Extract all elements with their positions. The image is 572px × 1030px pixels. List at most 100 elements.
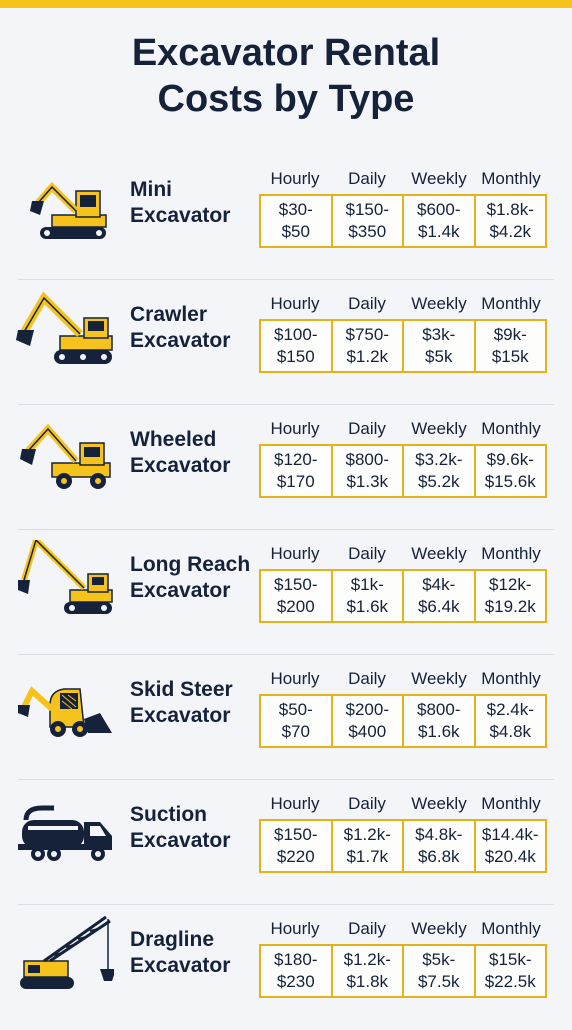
text-label: $1.6k — [346, 597, 389, 616]
title-line-1: Excavator Rental — [131, 32, 441, 74]
price-daily: $1.2k- $1.8k — [333, 946, 404, 996]
text-label: Excavator — [130, 454, 231, 477]
price-headers: Hourly Daily Weekly Monthly — [259, 544, 547, 564]
price-monthly: $9k- $15k — [476, 321, 546, 371]
text-label: $1.2k- — [343, 950, 391, 969]
text-label: Long Reach — [130, 553, 251, 576]
header-weekly: Weekly — [411, 169, 467, 188]
header-daily: Daily — [348, 419, 386, 438]
text-label: $5.2k — [417, 472, 460, 491]
header-daily: Daily — [348, 544, 386, 563]
text-label: $22.5k — [484, 972, 536, 991]
crawler-excavator-icon — [16, 291, 113, 364]
header-weekly: Weekly — [411, 919, 467, 938]
price-weekly: $5k- $7.5k — [404, 946, 476, 996]
mini-excavator-icon — [30, 181, 107, 239]
text-label: $350 — [348, 222, 387, 241]
text-label: $50- — [278, 700, 313, 719]
skid-steer-icon — [18, 686, 112, 737]
text-label: Mini — [130, 178, 172, 201]
excavator-row-long-reach: Long Reach Excavator Hourly Daily Weekly Mon… — [0, 530, 572, 655]
price-weekly: $3.2k- $5.2k — [404, 446, 476, 496]
text-label: $1.8k — [346, 972, 389, 991]
text-label: $1.2k- — [343, 825, 391, 844]
excavator-name: Crawler Excavator — [130, 302, 260, 354]
wheeled-excavator-icon — [20, 423, 111, 489]
text-label: $14.4k- — [481, 825, 539, 844]
text-label: $400 — [348, 722, 387, 741]
text-label: $50 — [281, 222, 310, 241]
price-monthly: $1.8k- $4.2k — [476, 196, 546, 246]
price-headers: Hourly Daily Weekly Monthly — [259, 419, 547, 439]
text-label: $9.6k- — [486, 450, 534, 469]
text-label: $1.4k — [417, 222, 460, 241]
text-label: $1k- — [350, 575, 384, 594]
header-weekly: Weekly — [411, 669, 467, 688]
text-label: $19.2k — [484, 597, 536, 616]
price-monthly: $9.6k- $15.6k — [476, 446, 546, 496]
price-hourly: $150- $200 — [261, 571, 333, 621]
header-weekly: Weekly — [411, 544, 467, 563]
text-label: $150 — [276, 347, 315, 366]
header-monthly: Monthly — [481, 419, 541, 438]
text-label: Excavator — [130, 704, 231, 727]
text-label: $180- — [274, 950, 318, 969]
price-monthly: $12k- $19.2k — [476, 571, 546, 621]
text-label: Excavator — [130, 579, 231, 602]
text-label: $15k — [491, 347, 529, 366]
header-daily: Daily — [348, 919, 386, 938]
price-grid: $180- $230 $1.2k- $1.8k $5k- $7.5k $15k- $22… — [259, 944, 547, 998]
text-label: $150- — [274, 825, 318, 844]
header-daily: Daily — [348, 669, 386, 688]
price-headers: Hourly Daily Weekly Monthly — [259, 919, 547, 939]
price-daily: $750- $1.2k — [333, 321, 404, 371]
suction-truck-icon — [18, 805, 112, 861]
price-grid: $100- $150 $750- $1.2k $3k- $5k $9k- $15k — [259, 319, 547, 373]
text-label: $220 — [276, 847, 315, 866]
excavator-name: Dragline Excavator — [130, 927, 260, 979]
price-hourly: $180- $230 — [261, 946, 333, 996]
header-hourly: Hourly — [270, 669, 320, 688]
price-grid: $120- $170 $800- $1.3k $3.2k- $5.2k $9.6k- $… — [259, 444, 547, 498]
text-label: $100- — [274, 325, 318, 344]
text-label: $150- — [345, 200, 389, 219]
header-daily: Daily — [348, 294, 386, 313]
text-label: $30- — [278, 200, 313, 219]
row-divider — [18, 404, 554, 405]
text-label: $3k- — [422, 325, 456, 344]
price-monthly: $15k- $22.5k — [476, 946, 546, 996]
price-weekly: $3k- $5k — [404, 321, 476, 371]
text-label: $1.2k — [346, 347, 389, 366]
text-label: $9k- — [493, 325, 527, 344]
price-headers: Hourly Daily Weekly Monthly — [259, 669, 547, 689]
text-label: $4.2k — [489, 222, 532, 241]
page-title: Excavator Rental Costs by Type — [0, 30, 572, 122]
price-weekly: $4k- $6.4k — [404, 571, 476, 621]
header-monthly: Monthly — [481, 544, 541, 563]
text-label: Excavator — [130, 829, 231, 852]
text-label: $6.8k — [417, 847, 460, 866]
text-label: $7.5k — [417, 972, 460, 991]
price-daily: $200- $400 — [333, 696, 404, 746]
header-monthly: Monthly — [481, 794, 541, 813]
text-label: $200- — [345, 700, 389, 719]
row-divider — [18, 529, 554, 530]
price-daily: $1.2k- $1.7k — [333, 821, 404, 871]
text-label: $20.4k — [484, 847, 536, 866]
text-label: Skid Steer — [130, 678, 233, 701]
row-divider — [18, 279, 554, 280]
text-label: $1.6k — [417, 722, 460, 741]
text-label: Crawler — [130, 303, 208, 326]
row-divider — [18, 779, 554, 780]
excavator-name: Wheeled Excavator — [130, 427, 260, 479]
price-weekly: $600- $1.4k — [404, 196, 476, 246]
dragline-crane-icon — [20, 915, 114, 989]
long-reach-excavator-icon — [18, 540, 113, 614]
price-grid: $50- $70 $200- $400 $800- $1.6k $2.4k- $4.8k — [259, 694, 547, 748]
header-hourly: Hourly — [270, 919, 320, 938]
price-hourly: $120- $170 — [261, 446, 333, 496]
text-label: $230 — [276, 972, 315, 991]
excavator-name: Skid Steer Excavator — [130, 677, 260, 729]
text-label: $750- — [345, 325, 389, 344]
text-label: Wheeled — [130, 428, 217, 451]
